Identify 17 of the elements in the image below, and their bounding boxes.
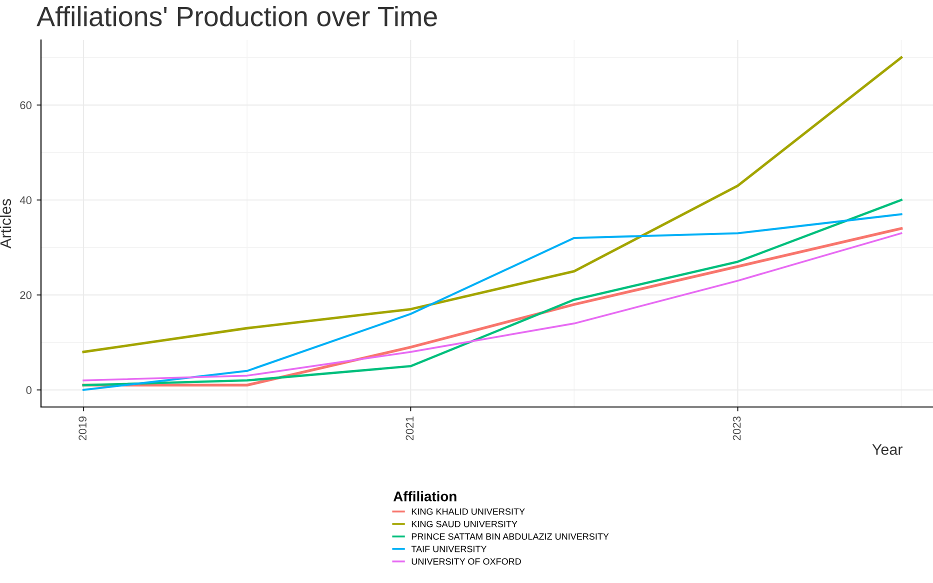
y-tick-label: 0: [26, 386, 32, 394]
chart-title: Affiliations' Production over Time: [36, 6, 437, 26]
legend-label: PRINCE SATTAM BIN ABDULAZIZ UNIVERSITY: [412, 533, 609, 540]
legend-label: KING KHALID UNIVERSITY: [412, 508, 525, 515]
y-axis-title: Articles: [0, 199, 12, 249]
legend-label: UNIVERSITY OF OXFORD: [412, 558, 521, 565]
x-tick-label: 2023: [732, 416, 741, 440]
y-tick-label: 60: [20, 101, 32, 110]
legend-label: KING SAUD UNIVERSITY: [412, 520, 518, 528]
y-tick-label: 20: [20, 291, 32, 300]
x-tick-label: 2021: [406, 416, 414, 440]
x-tick-label: 2019: [78, 416, 87, 440]
legend-label: TAIF UNIVERSITY: [411, 546, 487, 552]
x-axis-title: Year: [872, 444, 902, 455]
line-series: [82, 56, 903, 354]
legend-title: Affiliation: [393, 491, 456, 502]
y-tick-label: 40: [20, 196, 32, 204]
